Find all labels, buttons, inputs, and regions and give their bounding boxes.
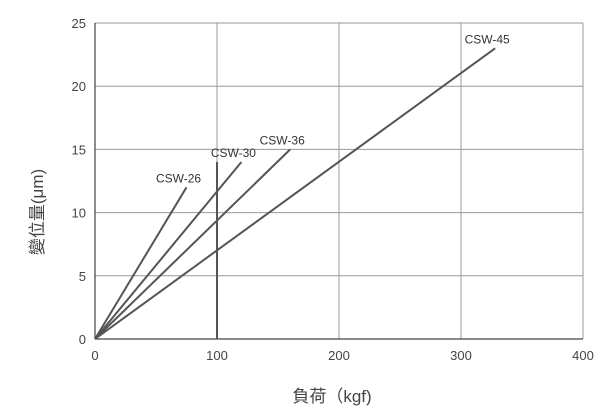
series-label-csw-45: CSW-45: [465, 32, 510, 46]
y-tick-label: 5: [79, 269, 86, 284]
x-tick-label: 300: [450, 348, 472, 363]
x-tick-label: 0: [91, 348, 98, 363]
series-label-csw-36: CSW-36: [260, 133, 305, 147]
y-tick-label: 15: [72, 142, 86, 157]
y-tick-label: 10: [72, 206, 86, 221]
x-tick-labels: 0 100 200 300 400: [91, 348, 593, 363]
x-tick-label: 200: [328, 348, 350, 363]
grid: [95, 22, 584, 339]
x-tick-label: 100: [206, 348, 228, 363]
y-tick-labels: 0 5 10 15 20 25: [72, 16, 86, 347]
series-label-csw-26: CSW-26: [156, 171, 201, 185]
series-line-csw-36: [94, 148, 291, 340]
y-tick-label: 0: [79, 332, 86, 347]
x-tick-label: 400: [572, 348, 594, 363]
y-tick-label: 25: [72, 16, 86, 31]
series-labels: CSW-26 CSW-30 CSW-36 CSW-45: [156, 32, 510, 185]
y-tick-label: 20: [72, 79, 86, 94]
plot-frame: [94, 23, 583, 340]
series-group: [94, 47, 496, 340]
y-axis-label: 變位量(μm): [28, 169, 47, 255]
series-line-csw-26: [94, 186, 188, 340]
series-label-csw-30: CSW-30: [211, 146, 256, 160]
series-line-csw-45: [94, 47, 496, 340]
series-line-csw-30: [94, 161, 243, 340]
x-axis-label: 負荷（kgf): [292, 387, 371, 406]
